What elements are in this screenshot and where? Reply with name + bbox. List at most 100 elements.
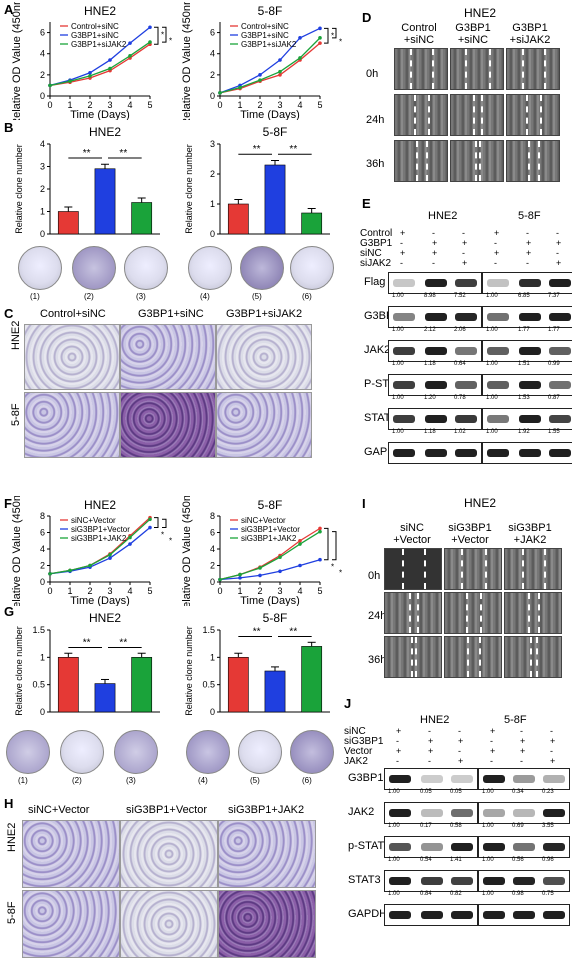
- y-tick-label: 2: [40, 561, 45, 571]
- data-point: [318, 36, 322, 40]
- band-quantification: 1.00: [482, 823, 494, 829]
- band-quantification: 0.58: [450, 823, 462, 829]
- data-point: [278, 569, 282, 574]
- band-quantification: 0.96: [542, 857, 554, 863]
- row-title: 5-8F: [10, 403, 22, 426]
- y-tick-label: 0: [210, 577, 215, 587]
- blot-sign: -: [428, 756, 431, 766]
- significance-star: **: [83, 148, 91, 159]
- blot-sign: +: [550, 756, 556, 766]
- y-tick-label: 1.5: [202, 625, 215, 635]
- col-title: G3BP1 +siJAK2: [509, 22, 551, 46]
- band-label: STAT3: [348, 874, 381, 886]
- wound-edge-line: [481, 95, 483, 135]
- line-chart-f-58f: 5-8F Relative OD Value (450nm) Time (Days)…: [181, 496, 342, 606]
- blot-sign: -: [400, 258, 403, 268]
- blot-sign: +: [556, 238, 562, 248]
- x-axis-label: Time (Days): [70, 109, 129, 120]
- wound-edge-line: [411, 637, 413, 677]
- blot-strip: [384, 870, 478, 892]
- protein-band: [543, 911, 565, 919]
- row-title: 5-8F: [6, 901, 18, 924]
- panel-label-c: C: [4, 306, 14, 321]
- protein-band: [393, 381, 415, 389]
- protein-band: [487, 415, 509, 423]
- col-title: G3BP1+siJAK2: [226, 308, 303, 320]
- wound-image: [384, 548, 442, 590]
- y-tick-label: 4: [210, 49, 215, 59]
- y-tick-label: 6: [40, 528, 45, 538]
- row-title: HNE2: [10, 320, 22, 350]
- protein-band: [543, 775, 565, 783]
- y-axis-label: Relative OD Value (450nm): [11, 496, 23, 606]
- x-tick-label: 4: [127, 586, 132, 596]
- line-chart-a-hne2: HNE2 Relative OD Value (450nm) Time (Days)…: [11, 2, 172, 120]
- series-line: [219, 42, 321, 94]
- line-chart-a-58f: 5-8F Relative OD Value (450nm) Time (Days)…: [181, 2, 342, 120]
- blot-sign: +: [458, 736, 464, 746]
- row-title: 0h: [368, 570, 381, 582]
- data-point: [298, 538, 302, 543]
- bar: [94, 168, 116, 235]
- band-quantification: 1.00: [388, 891, 400, 897]
- band-quantification: 1.00: [388, 857, 400, 863]
- col-title: siNC +Vector: [393, 522, 431, 546]
- wound-edge-line: [416, 141, 418, 181]
- blot-sign: -: [462, 248, 465, 258]
- band-quantification: 0.75: [542, 891, 554, 897]
- y-axis-label: Relative clone number: [184, 144, 194, 234]
- protein-band: [393, 415, 415, 423]
- wound-edge-line: [467, 637, 469, 677]
- blot-strip: [478, 836, 570, 858]
- y-axis-label: Relative clone number: [184, 626, 194, 716]
- protein-band: [519, 449, 541, 457]
- x-tick-label: 1: [67, 586, 72, 596]
- chart-title: 5-8F: [263, 611, 288, 625]
- y-axis-label: Relative OD Value (450nm): [11, 2, 23, 120]
- protein-band: [455, 415, 477, 423]
- protein-band: [425, 381, 447, 389]
- panel-title: HNE2: [463, 6, 496, 20]
- legend-entry: G3BP1+siNC: [241, 31, 289, 40]
- significance-star: *: [161, 30, 164, 39]
- protein-band: [549, 313, 571, 321]
- significance-star: **: [289, 144, 297, 155]
- protein-band: [425, 347, 447, 355]
- protein-band: [519, 415, 541, 423]
- wound-edge-line: [414, 95, 416, 135]
- protein-band: [393, 313, 415, 321]
- x-axis-label: Time (Days): [240, 595, 299, 606]
- x-tick-label: 4: [297, 100, 302, 110]
- blot-sign: +: [462, 258, 468, 268]
- band-quantification: 0.05: [450, 789, 462, 795]
- dish-label: (3): [126, 776, 136, 785]
- legend-entry: G3BP1+siJAK2: [241, 40, 297, 49]
- protein-band: [421, 843, 443, 851]
- protein-band: [425, 313, 447, 321]
- band-quantification: 7.37: [548, 293, 560, 299]
- y-tick-label: 8: [210, 511, 215, 521]
- legend-entry: siG3BP1+JAK2: [241, 534, 297, 543]
- y-tick-label: 2: [210, 70, 215, 80]
- data-point: [108, 556, 112, 560]
- blot-sign: +: [526, 238, 532, 248]
- x-tick-label: 5: [317, 100, 322, 110]
- bar-chart-g-hne2: HNE2 Relative clone number 0 0.5 1 1.5 ** **: [14, 611, 160, 717]
- dish-label: (4): [198, 776, 208, 785]
- blot-sign: +: [428, 736, 434, 746]
- dish-label: (1): [30, 292, 40, 301]
- dish-label: (3): [136, 292, 146, 301]
- y-tick-label: 6: [40, 28, 45, 38]
- bar: [94, 683, 116, 713]
- x-tick-label: 4: [127, 100, 132, 110]
- wound-image: [506, 48, 560, 90]
- data-point: [318, 557, 322, 562]
- wound-edge-line: [475, 141, 477, 181]
- panel-label-f: F: [4, 496, 12, 511]
- significance-bracket: [162, 518, 167, 529]
- col-title: Control +siNC: [401, 22, 437, 46]
- blot-sign: +: [550, 736, 556, 746]
- wound-edge-line: [489, 49, 491, 89]
- x-tick-label: 5: [147, 100, 152, 110]
- blot-sign: +: [432, 238, 438, 248]
